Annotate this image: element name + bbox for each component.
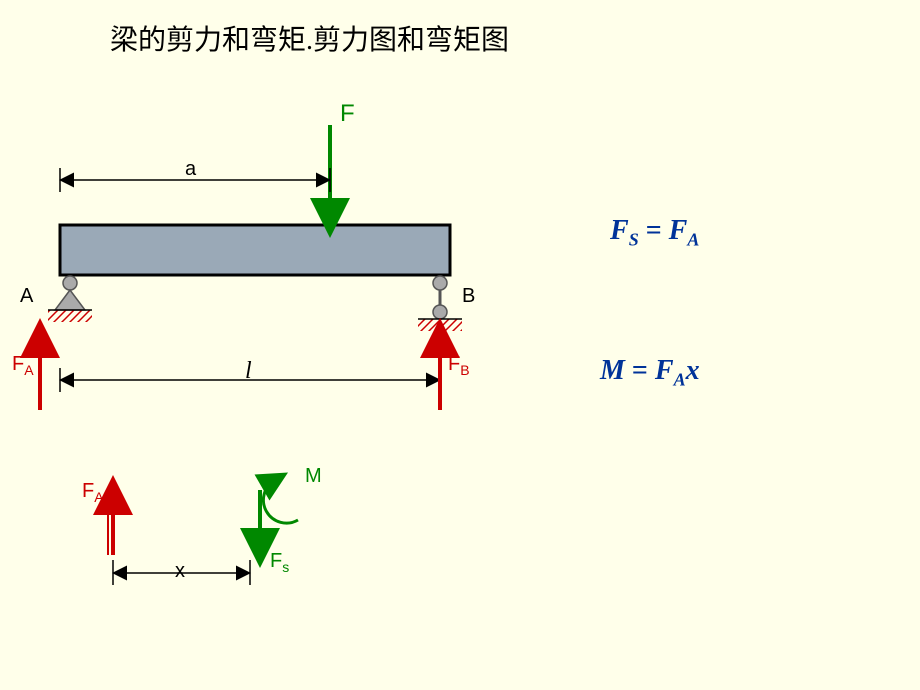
section-free-body <box>108 480 298 585</box>
beam-rect <box>60 225 450 275</box>
support-A <box>48 276 92 322</box>
beam-diagram <box>0 0 920 690</box>
support-B <box>418 276 462 331</box>
dimension-a <box>60 168 330 192</box>
dimension-l <box>60 368 440 392</box>
